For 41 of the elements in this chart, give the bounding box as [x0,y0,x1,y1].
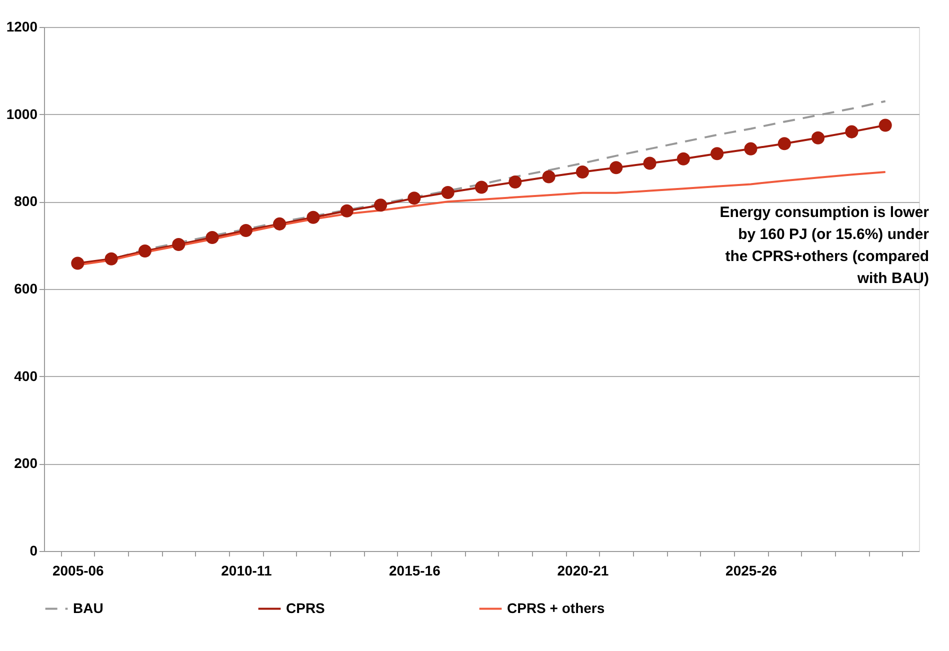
x-tick-label: 2020-21 [557,562,609,578]
point [306,210,320,224]
point [138,244,152,258]
legend-label: BAU [73,600,104,616]
y-tick-label: 400 [14,368,38,384]
x-tick-label: 2010-11 [221,562,272,578]
annotation: Energy consumption is lower by 160 PJ (or 15.6%) under the CPRS+others (compared with BAU) [720,204,930,287]
point [610,161,623,174]
y-tick-label: 1000 [6,106,38,122]
point [474,180,488,194]
point [542,170,556,184]
point [845,125,858,138]
y-tick-label: 800 [14,193,38,210]
y-tick-label: 0 [30,542,38,558]
point [643,156,656,170]
x-tick-label: 2025-26 [726,562,778,578]
point [374,198,388,212]
point [508,176,522,189]
point [340,204,354,218]
point [778,137,791,150]
point [104,252,118,266]
point [812,131,825,144]
point [172,238,186,251]
y-tick-label: 1200 [6,18,38,34]
point [273,217,286,230]
point [71,256,84,270]
point [744,142,758,156]
legend-label: CPRS + others [507,600,605,616]
point [441,186,454,200]
x-tick-label: 2005-06 [52,562,104,578]
y-tick-label: 200 [14,455,38,472]
point [576,165,589,178]
point [206,230,219,244]
point [676,152,690,166]
legend-label: CPRS [286,600,325,616]
point [239,224,252,237]
y-tick-label: 600 [14,280,38,296]
point [408,192,421,205]
point [710,147,724,160]
point [878,118,892,132]
x-tick-label: 2015-16 [388,562,441,578]
